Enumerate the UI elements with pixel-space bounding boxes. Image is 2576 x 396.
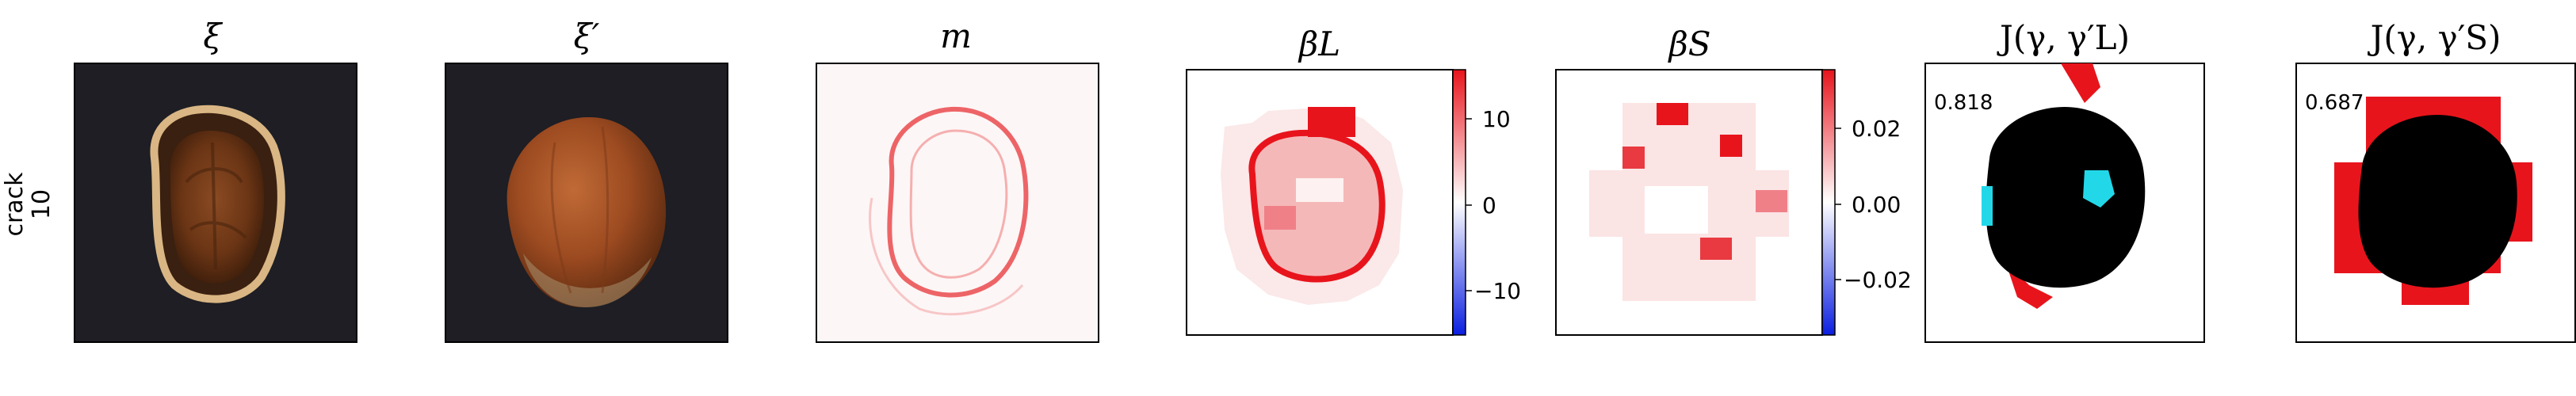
beta-s-heatmap xyxy=(1589,103,1789,301)
panel-xi-prime: ξ′ xyxy=(445,17,728,343)
panel-m: m xyxy=(816,17,1099,343)
score-l: 0.818 xyxy=(1934,91,1993,115)
difference-map xyxy=(869,106,1029,316)
score-s: 0.687 xyxy=(2305,91,2364,115)
panel-beta-l: βL 10 0 −10 xyxy=(1186,25,1521,336)
colorbar-l-tick: 10 xyxy=(1482,106,1511,132)
colorbar-s-tick: 0.02 xyxy=(1852,116,1901,142)
colorbar-l-ticks: 10 0 −10 xyxy=(1466,106,1521,304)
segmentation-overlay-s xyxy=(2334,97,2532,305)
segmentation-overlay-l xyxy=(1982,63,2146,309)
colorbar-l xyxy=(1452,69,1466,336)
image-frame xyxy=(816,63,1099,343)
panel-j-l: J(γ, γ′L) 0.818 xyxy=(1924,18,2205,343)
colorbar-s-ticks: 0.02 0.00 −0.02 xyxy=(1835,116,1912,293)
panel-title-j-l: J(γ, γ′L) xyxy=(1997,18,2130,57)
panel-j-s: J(γ, γ′S) 0.687 xyxy=(2295,18,2576,343)
row-label: crack 10 xyxy=(1,172,55,237)
row-label-line1: crack xyxy=(1,172,29,237)
beta-l-heatmap xyxy=(1221,107,1403,305)
colorbar-l-tick: −10 xyxy=(1474,278,1521,304)
whole-hazelnut-image xyxy=(506,116,667,308)
panel-title-beta-s: βS xyxy=(1667,25,1710,63)
panel-beta-s: βS 0.02 0.00 −0.02 xyxy=(1555,25,1912,336)
cracked-hazelnut-image xyxy=(150,105,285,303)
panel-xi: ξ xyxy=(74,17,357,343)
panel-title-m: m xyxy=(940,17,972,55)
colorbar-s xyxy=(1821,69,1836,336)
panel-title-xi: ξ xyxy=(203,17,223,55)
colorbar-s-tick: −0.02 xyxy=(1844,267,1912,293)
panel-title-xi-prime: ξ′ xyxy=(574,17,600,55)
colorbar-l-tick: 0 xyxy=(1482,192,1496,219)
panel-title-beta-l: βL xyxy=(1298,25,1340,63)
colorbar-s-tick: 0.00 xyxy=(1852,192,1901,218)
row-label-line2: 10 xyxy=(28,189,55,219)
panel-title-j-s: J(γ, γ′S) xyxy=(2368,18,2501,57)
